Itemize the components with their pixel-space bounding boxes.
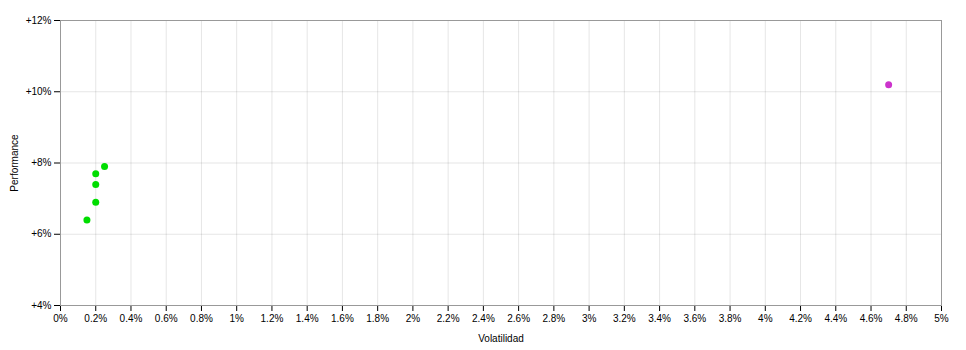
svg-text:2.2%: 2.2%	[437, 313, 460, 324]
svg-text:0.6%: 0.6%	[155, 313, 178, 324]
svg-text:Volatilidad: Volatilidad	[478, 333, 524, 344]
svg-text:2.4%: 2.4%	[472, 313, 495, 324]
svg-text:0.2%: 0.2%	[84, 313, 107, 324]
svg-text:+10%: +10%	[26, 86, 52, 97]
svg-text:1%: 1%	[229, 313, 244, 324]
svg-text:4.6%: 4.6%	[860, 313, 883, 324]
svg-text:3.2%: 3.2%	[613, 313, 636, 324]
svg-text:0%: 0%	[53, 313, 68, 324]
svg-text:+4%: +4%	[31, 300, 51, 311]
svg-text:0.8%: 0.8%	[190, 313, 213, 324]
svg-text:3%: 3%	[582, 313, 597, 324]
svg-text:4%: 4%	[758, 313, 773, 324]
svg-text:4.4%: 4.4%	[824, 313, 847, 324]
svg-text:+6%: +6%	[31, 228, 51, 239]
svg-text:3.8%: 3.8%	[719, 313, 742, 324]
svg-text:+8%: +8%	[31, 157, 51, 168]
svg-text:2%: 2%	[406, 313, 421, 324]
svg-text:3.4%: 3.4%	[648, 313, 671, 324]
svg-text:4.2%: 4.2%	[789, 313, 812, 324]
svg-text:1.2%: 1.2%	[261, 313, 284, 324]
svg-text:+12%: +12%	[26, 15, 52, 26]
svg-text:Performance: Performance	[9, 134, 20, 192]
svg-text:2.6%: 2.6%	[507, 313, 530, 324]
svg-text:1.6%: 1.6%	[331, 313, 354, 324]
svg-text:1.4%: 1.4%	[296, 313, 319, 324]
svg-text:5%: 5%	[934, 313, 949, 324]
svg-text:1.8%: 1.8%	[366, 313, 389, 324]
svg-text:4.8%: 4.8%	[895, 313, 918, 324]
svg-text:0.4%: 0.4%	[120, 313, 143, 324]
svg-text:2.8%: 2.8%	[542, 313, 565, 324]
svg-text:3.6%: 3.6%	[683, 313, 706, 324]
